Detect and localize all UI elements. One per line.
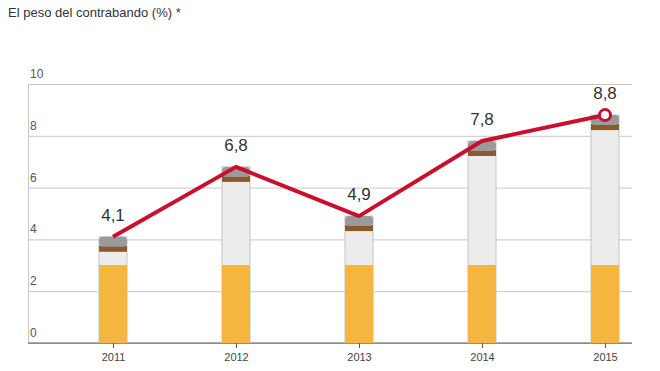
cigarette bbox=[99, 237, 127, 343]
grid-line bbox=[28, 84, 632, 85]
x-tick-label: 2014 bbox=[470, 351, 494, 363]
y-tick-label: 0 bbox=[30, 326, 37, 340]
y-tick-label: 6 bbox=[30, 171, 37, 185]
data-label: 8,8 bbox=[593, 84, 617, 103]
y-axis-line bbox=[29, 85, 633, 344]
data-label: 6,8 bbox=[224, 136, 248, 155]
cigarette bbox=[222, 167, 250, 343]
title: El peso del contrabando (%) * bbox=[8, 5, 181, 20]
x-tick-mark bbox=[113, 343, 114, 348]
end-point bbox=[600, 110, 611, 121]
y-tick-label: 4 bbox=[30, 222, 37, 236]
cigarette bbox=[468, 141, 496, 343]
grid-line bbox=[28, 136, 632, 137]
cigarette-body bbox=[591, 115, 619, 343]
cigarette-filter bbox=[222, 265, 250, 343]
x-tick: 2013 bbox=[347, 343, 371, 363]
grid-line bbox=[28, 343, 632, 344]
data-labels: 4,1 6,8 4,9 7,8 8,8 bbox=[101, 84, 617, 225]
x-tick: 2015 bbox=[593, 343, 617, 363]
cigarette-filter bbox=[468, 265, 496, 343]
y-tick-label: 10 bbox=[30, 67, 44, 81]
cigarette-body bbox=[222, 167, 250, 343]
x-tick: 2011 bbox=[102, 343, 126, 363]
x-tick-label: 2015 bbox=[593, 351, 617, 363]
plot-area bbox=[99, 110, 619, 343]
x-tick-mark bbox=[236, 343, 237, 348]
x-tick-label: 2013 bbox=[347, 351, 371, 363]
x-tick: 2012 bbox=[224, 343, 248, 363]
cigarette-filter bbox=[591, 265, 619, 343]
x-tick-label: 2011 bbox=[102, 351, 126, 363]
data-label: 4,1 bbox=[101, 206, 125, 225]
data-label: 7,8 bbox=[470, 110, 494, 129]
x-tick-mark bbox=[359, 343, 360, 348]
cigarette-body bbox=[99, 237, 127, 343]
cigarette-filter bbox=[345, 265, 373, 343]
x-axis: 2011 2012 2013 2014 2015 bbox=[28, 343, 632, 363]
x-tick-mark bbox=[482, 343, 483, 348]
data-label: 4,9 bbox=[347, 185, 371, 204]
chart: El peso del contrabando (%) * 0 2 4 6 8 10 2011… bbox=[0, 0, 660, 371]
cigarette bbox=[345, 216, 373, 343]
y-tick: 10 bbox=[28, 67, 632, 85]
x-tick-mark bbox=[605, 343, 606, 348]
cigarette-filter bbox=[99, 265, 127, 343]
x-tick-label: 2012 bbox=[224, 351, 248, 363]
cigarette-ash bbox=[99, 237, 127, 247]
y-tick-label: 8 bbox=[30, 119, 37, 133]
y-axis: 0 2 4 6 8 10 bbox=[28, 67, 632, 344]
cigarette-body bbox=[345, 216, 373, 343]
y-tick-label: 2 bbox=[30, 274, 37, 288]
cigarette bbox=[591, 115, 619, 343]
cigarette-body bbox=[468, 141, 496, 343]
x-tick: 2014 bbox=[470, 343, 494, 363]
grid-line bbox=[28, 188, 632, 189]
line bbox=[113, 115, 605, 237]
y-tick: 6 bbox=[28, 171, 632, 189]
